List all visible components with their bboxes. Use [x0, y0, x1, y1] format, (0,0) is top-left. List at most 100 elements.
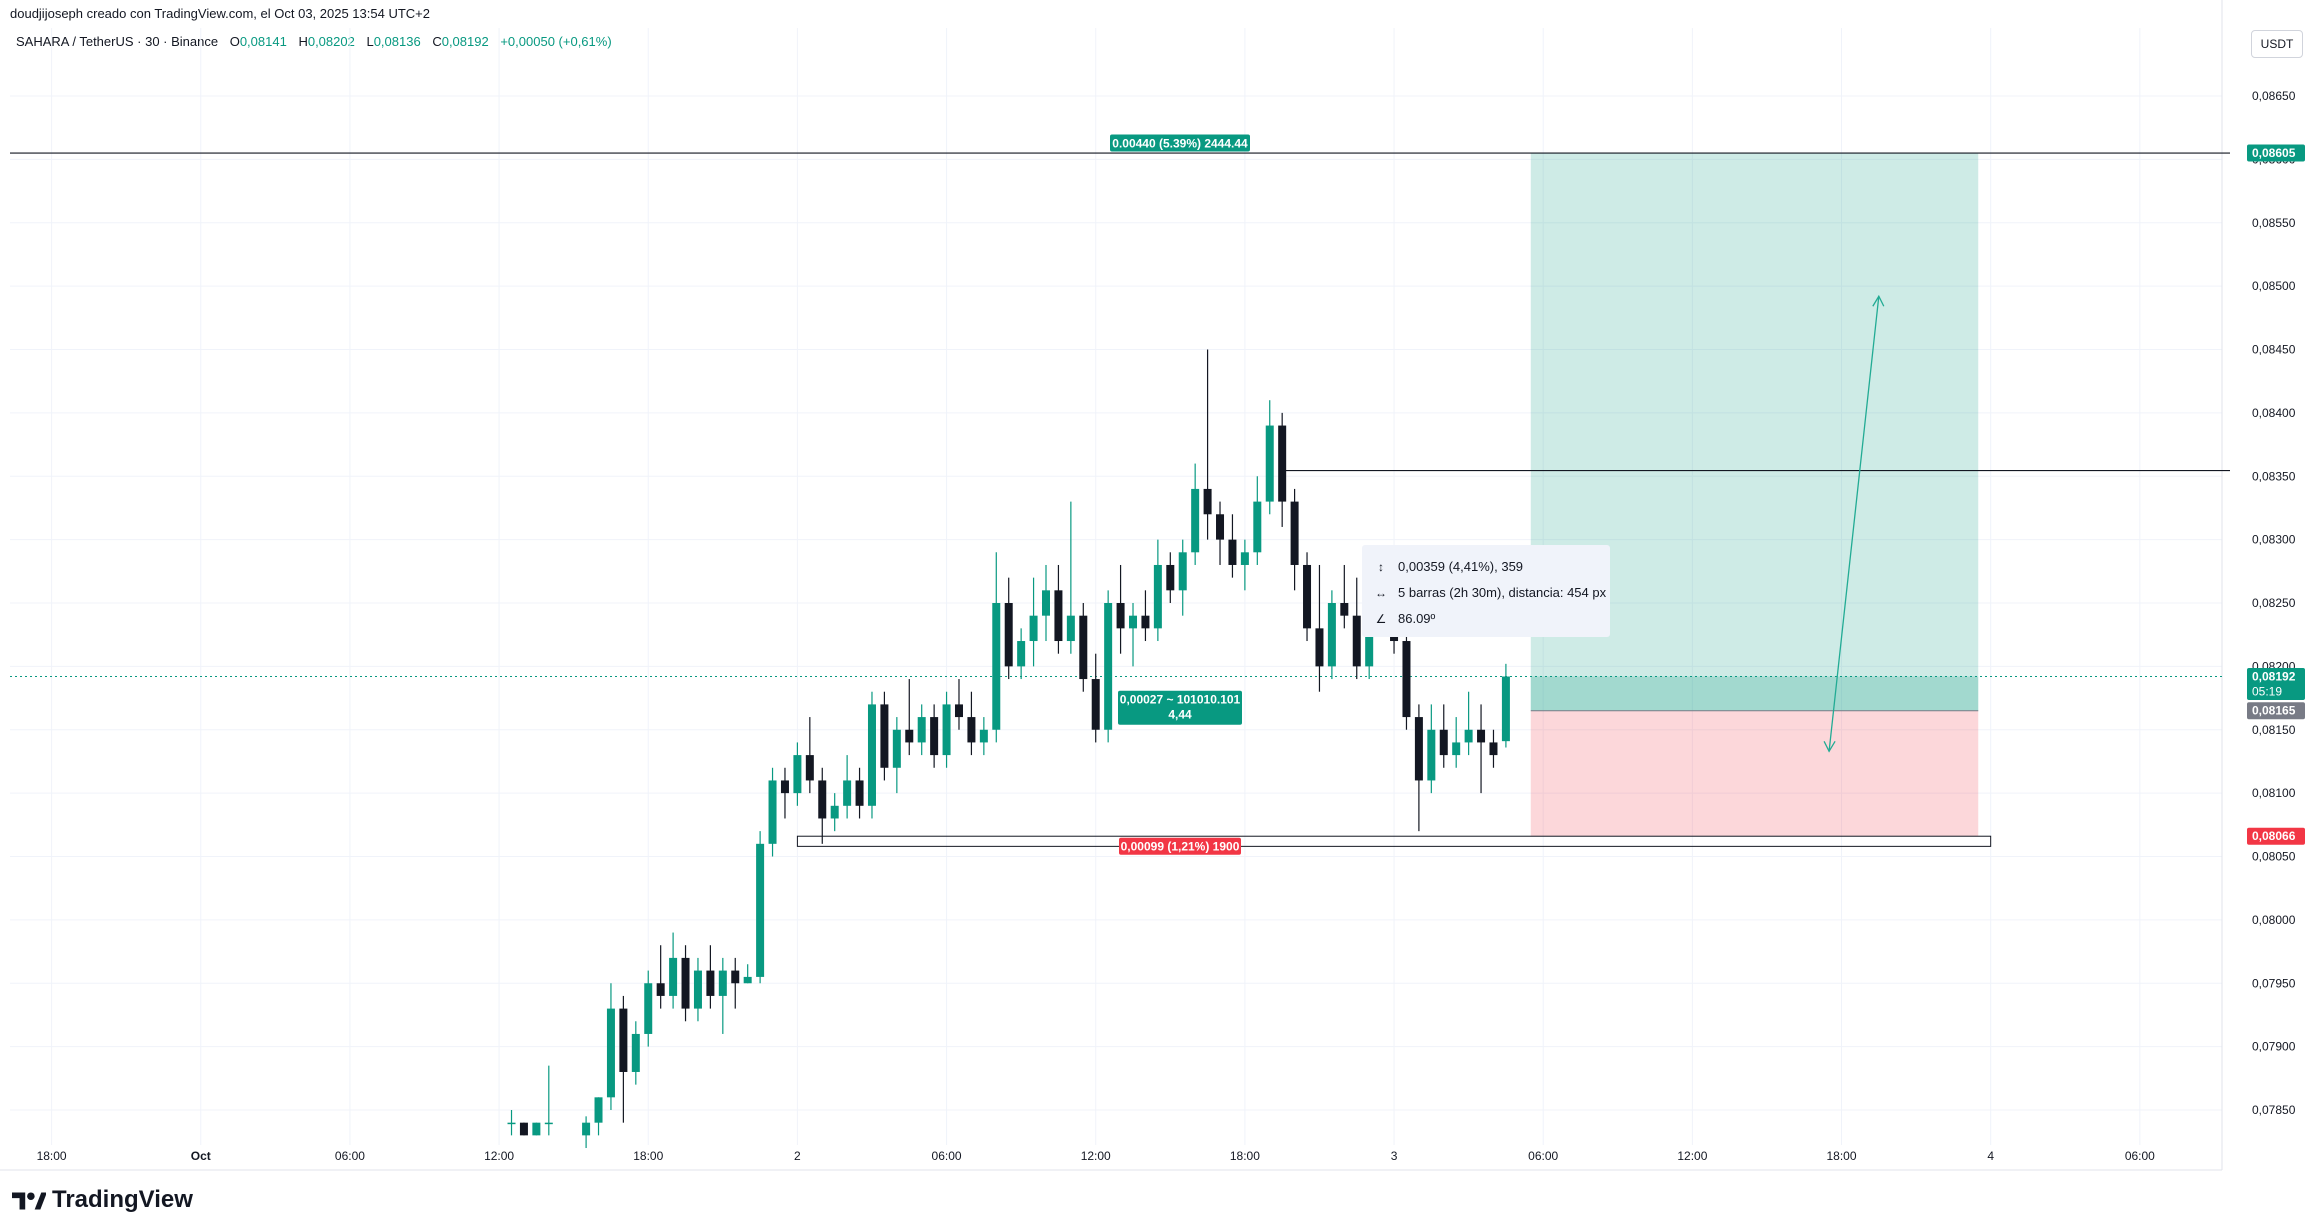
candle [830, 793, 839, 832]
candle [1402, 628, 1411, 730]
candle-body [718, 970, 727, 996]
candle-body [1129, 615, 1138, 629]
price-badge-bg [2247, 702, 2305, 720]
time-tick-label: 4 [1987, 1149, 1994, 1163]
candle-body [880, 704, 889, 768]
candle [619, 995, 628, 1123]
candle [718, 957, 727, 1034]
candle [780, 767, 789, 819]
time-tick-label: 18:00 [37, 1149, 67, 1163]
candle-body [1141, 615, 1150, 629]
change-value: +0,00050 (+0,61%) [500, 34, 612, 49]
candle-body [967, 717, 976, 743]
brand-name: TradingView [52, 1186, 193, 1213]
time-tick-label: 12:00 [484, 1149, 514, 1163]
entry-label-bg [1118, 690, 1242, 725]
candle [1340, 564, 1349, 629]
candle-body [1029, 615, 1038, 642]
price-badge-bg [2247, 144, 2305, 162]
measure-angle: 86.09º [1398, 611, 1436, 626]
candle [954, 679, 963, 730]
candle [743, 964, 752, 984]
candle [644, 970, 653, 1047]
time-tick-label: 06:00 [932, 1149, 962, 1163]
candle [1315, 564, 1324, 692]
candle-body [855, 780, 864, 806]
candle [1278, 412, 1287, 527]
currency-unit-button[interactable]: USDT [2251, 30, 2303, 58]
candle-body [756, 843, 765, 977]
price-tick-label: 0,08300 [2252, 533, 2296, 547]
candle-body [1265, 425, 1274, 502]
price-chart[interactable]: 0.00440 (5.39%) 2444.44 0,00027 ~ 101010.… [0, 0, 2313, 1180]
candle-body [805, 755, 814, 781]
price-tick-label: 0,08400 [2252, 406, 2296, 420]
candle [519, 1122, 528, 1136]
low-value: 0,08136 [373, 34, 421, 49]
time-tick-label: 06:00 [335, 1149, 365, 1163]
candle-body [1290, 501, 1299, 565]
price-badge-countdown: 05:19 [2252, 685, 2282, 699]
candle-body [979, 729, 988, 743]
price-badge-text: 0,08066 [2252, 829, 2296, 843]
candle [1066, 501, 1075, 654]
candle-body [644, 983, 653, 1034]
candle [768, 767, 777, 857]
candle-body [606, 1008, 615, 1098]
arrow-head-top [1872, 294, 1885, 307]
position-labels: 0.00440 (5.39%) 2444.44 0,00027 ~ 101010.… [1110, 134, 1250, 855]
candles [507, 349, 1510, 1149]
symbol-legend: SAHARA / TetherUS · 30 · Binance O0,0814… [16, 34, 612, 49]
candle [544, 1065, 553, 1136]
candle-body [992, 603, 1001, 730]
measure-price-range: 0,00359 (4,41%), 359 [1398, 559, 1524, 574]
price-tick-label: 0,07850 [2252, 1103, 2296, 1117]
price-badge: 0,08605 [2247, 144, 2305, 162]
horizontal-lines [10, 152, 2230, 678]
candle [917, 704, 926, 756]
open-profit-zone [1530, 676, 1979, 711]
candle [1191, 463, 1200, 565]
candle [1240, 539, 1249, 591]
candle-body [693, 970, 702, 1009]
high-label: H [298, 34, 308, 49]
candle [1501, 663, 1510, 748]
candle-body [619, 1008, 628, 1072]
candle-body [1104, 603, 1113, 730]
candle [905, 679, 914, 756]
price-badge-text: 0,08165 [2252, 704, 2296, 718]
price-tick-label: 0,08100 [2252, 786, 2296, 800]
candle-body [1191, 488, 1200, 553]
candle [693, 957, 702, 1022]
time-tick-label: 18:00 [1230, 1149, 1260, 1163]
candle-body [793, 755, 802, 794]
candle-body [1166, 564, 1175, 591]
arrow-line [1828, 296, 1880, 752]
candle-body [1017, 641, 1026, 667]
close-value: 0,08192 [441, 34, 489, 49]
candle-body [1352, 615, 1361, 667]
candle-body [582, 1122, 591, 1136]
time-tick-label: 3 [1391, 1149, 1398, 1163]
candle [880, 691, 889, 781]
measure-info-panel: ↕ 0,00359 (4,41%), 359 ↔ 5 barras (2h 30… [1362, 545, 1610, 637]
candle [1116, 564, 1125, 654]
price-tick-label: 0,08500 [2252, 279, 2296, 293]
candle [1477, 704, 1486, 794]
symbol-name[interactable]: SAHARA / TetherUS · 30 · Binance [16, 34, 219, 49]
candle-body [656, 983, 665, 996]
candle [1166, 552, 1175, 603]
time-tick-label: 12:00 [1081, 1149, 1111, 1163]
candle-body [544, 1122, 553, 1125]
candle [669, 932, 678, 1009]
candle-body [930, 717, 939, 756]
chart-grid [0, 0, 2223, 1171]
candle [1327, 590, 1336, 680]
price-tick-label: 0,07950 [2252, 976, 2296, 990]
candle-body [1501, 676, 1510, 742]
target-label: 0.00440 (5.39%) 2444.44 [1110, 134, 1250, 152]
tradingview-logo[interactable]: TradingView [12, 1186, 193, 1214]
candle-body [780, 780, 789, 794]
